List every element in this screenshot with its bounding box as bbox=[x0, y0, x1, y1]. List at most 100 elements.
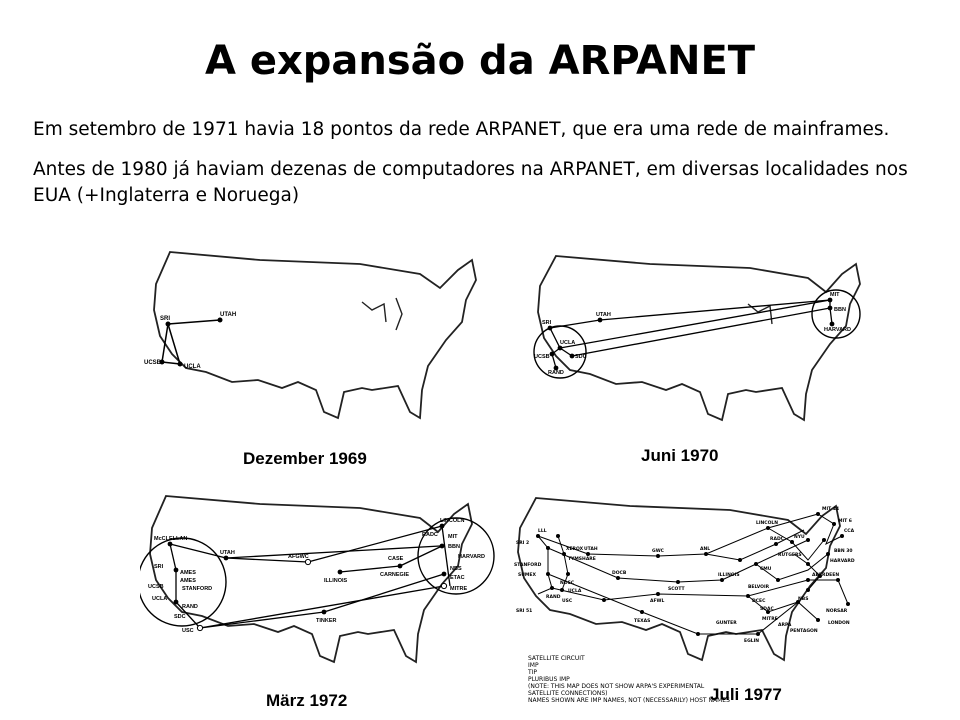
legend-pluribus-imp: PLURIBUS IMP bbox=[528, 676, 570, 683]
node-label: AMES bbox=[180, 578, 196, 584]
node-label: SUMEX bbox=[518, 572, 536, 578]
map-juli-1977: UTAH GWC ANL DOCB ILLINOIS SCOTT AFWL TE… bbox=[508, 484, 878, 664]
node-label: ARPA bbox=[778, 622, 792, 628]
network-node bbox=[140, 537, 227, 627]
map-path bbox=[755, 553, 829, 581]
network-node bbox=[766, 526, 770, 530]
network-node bbox=[321, 609, 327, 615]
network-node bbox=[656, 554, 660, 558]
network-node bbox=[720, 578, 724, 582]
node-label: STANFORD bbox=[182, 586, 212, 592]
map-legend: SATELLITE CIRCUIT IMP TIP PLURIBUS IMP (… bbox=[528, 655, 778, 704]
map-path bbox=[817, 513, 843, 546]
network-node bbox=[806, 578, 810, 582]
network-link bbox=[161, 361, 181, 365]
node-label: ANL bbox=[700, 546, 710, 552]
legend-tip: TIP bbox=[528, 669, 538, 676]
node-label: NORSAR bbox=[826, 608, 848, 614]
node-label: HARVARD bbox=[824, 327, 851, 333]
network-node bbox=[549, 351, 555, 357]
network-node bbox=[217, 317, 223, 323]
usa-outline-1969: SRI UTAH UCSB UCLA bbox=[144, 251, 477, 420]
network-link bbox=[169, 543, 227, 559]
slide-title: A expansão da ARPANET bbox=[204, 38, 756, 84]
node-label: RAND bbox=[546, 594, 561, 600]
network-link bbox=[571, 307, 831, 357]
map-path bbox=[747, 303, 773, 325]
node-label: CARNEGIE bbox=[380, 572, 409, 578]
map-marz-1972: McCLELLAN SRI UTAH AMES AMES STANFORD UC… bbox=[140, 482, 510, 682]
node-label: GWC bbox=[652, 548, 665, 554]
node-label: RUTGERS bbox=[778, 552, 802, 558]
node-label: UCLA bbox=[560, 340, 575, 346]
node-label: SRI 51 bbox=[516, 608, 532, 614]
node-label: UTAH bbox=[220, 550, 235, 556]
network-node bbox=[536, 534, 540, 538]
paragraph-1: Em setembro de 1971 havia 18 pontos da r… bbox=[33, 119, 890, 140]
network-link bbox=[175, 601, 201, 629]
network-link bbox=[225, 545, 441, 559]
network-node bbox=[223, 555, 229, 561]
node-label: LINCOLN bbox=[440, 518, 464, 524]
network-link bbox=[199, 585, 445, 629]
network-node bbox=[836, 578, 840, 582]
network-node bbox=[546, 546, 550, 550]
network-node bbox=[806, 562, 810, 566]
node-label: SRI bbox=[154, 564, 164, 570]
node-label: UCSB bbox=[148, 584, 164, 590]
node-label: DOCB bbox=[612, 570, 627, 576]
network-node bbox=[796, 600, 800, 604]
node-label: SRI bbox=[160, 316, 170, 322]
map-path bbox=[537, 513, 819, 557]
network-node bbox=[556, 534, 560, 538]
node-label: NBS bbox=[450, 566, 462, 572]
network-link bbox=[199, 611, 325, 629]
node-label: BBN 30 bbox=[834, 548, 852, 554]
network-node bbox=[806, 538, 810, 542]
network-node bbox=[173, 599, 179, 605]
node-label: RADC bbox=[770, 536, 785, 542]
network-node bbox=[417, 517, 495, 595]
caption-juli-1977: Juli 1977 bbox=[710, 685, 782, 704]
network-node bbox=[586, 552, 590, 556]
network-node bbox=[441, 571, 447, 577]
legend-note-1: (NOTE: THIS MAP DOES NOT SHOW ARPA'S EXP… bbox=[528, 683, 705, 690]
usa-outline bbox=[149, 495, 473, 664]
network-node bbox=[440, 582, 448, 590]
node-label: SDC bbox=[575, 354, 587, 360]
node-label: RAND bbox=[182, 604, 198, 610]
node-label: MITRE bbox=[762, 616, 778, 622]
caption-marz-1972: März 1972 bbox=[266, 691, 348, 710]
network-link bbox=[549, 319, 601, 329]
network-node bbox=[553, 365, 559, 371]
network-node bbox=[597, 317, 603, 323]
network-node bbox=[776, 578, 780, 582]
network-link bbox=[323, 573, 445, 613]
node-label: SRI bbox=[542, 320, 552, 326]
node-label: MIT bbox=[830, 292, 840, 298]
network-node bbox=[704, 552, 708, 556]
caption-dezember-1969: Dezember 1969 bbox=[243, 449, 367, 468]
node-label: PENTAGON bbox=[790, 628, 818, 634]
node-label: NYU bbox=[794, 534, 805, 540]
network-node bbox=[816, 618, 820, 622]
network-link bbox=[225, 557, 309, 563]
node-label: XEROX bbox=[566, 546, 584, 552]
network-node bbox=[547, 325, 553, 331]
map-path bbox=[705, 529, 805, 561]
node-label: EGLIN bbox=[744, 638, 759, 644]
map-path bbox=[547, 539, 809, 583]
network-node bbox=[569, 353, 575, 359]
node-label: RADC bbox=[422, 532, 438, 538]
network-node bbox=[304, 558, 312, 566]
node-label: UCLA bbox=[152, 596, 167, 602]
map-path bbox=[557, 535, 569, 591]
node-label: MIT 44 bbox=[822, 506, 839, 512]
map-group: UTAH GWC ANL DOCB ILLINOIS SCOTT AFWL TE… bbox=[514, 506, 855, 644]
network-node bbox=[196, 624, 204, 632]
network-node bbox=[827, 297, 833, 303]
node-label: CCA bbox=[844, 528, 855, 534]
node-label: UCSB bbox=[144, 360, 162, 366]
network-link bbox=[559, 347, 573, 357]
network-node bbox=[822, 538, 826, 542]
